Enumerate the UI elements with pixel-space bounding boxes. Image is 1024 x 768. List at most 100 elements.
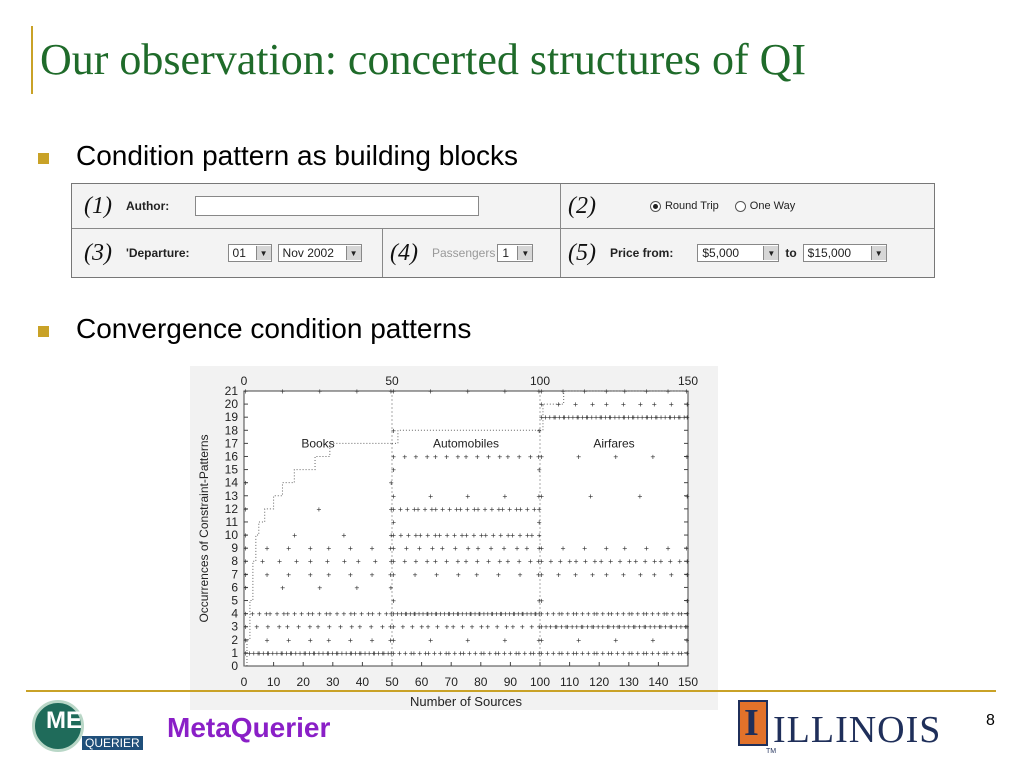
data-point: + xyxy=(565,623,570,632)
data-point: + xyxy=(508,649,513,658)
data-point: + xyxy=(633,557,638,566)
data-point: + xyxy=(685,610,690,619)
data-point: + xyxy=(539,452,544,461)
data-point: + xyxy=(243,649,248,658)
data-point: + xyxy=(547,413,552,422)
data-point: + xyxy=(447,610,452,619)
data-point: + xyxy=(571,413,576,422)
month-value: Nov 2002 xyxy=(282,246,334,260)
data-point: + xyxy=(458,649,463,658)
data-point: + xyxy=(465,636,470,645)
data-point: + xyxy=(575,413,580,422)
data-point: + xyxy=(682,413,687,422)
data-point: + xyxy=(530,531,535,540)
data-point: + xyxy=(543,413,548,422)
data-point: + xyxy=(380,623,385,632)
radio-one-way[interactable] xyxy=(734,200,746,212)
data-point: + xyxy=(452,531,457,540)
brand-name: MetaQuerier xyxy=(167,712,331,743)
y-tick-label: 2 xyxy=(231,633,238,647)
passengers-select[interactable]: 1 ▼ xyxy=(497,244,534,262)
x-tick-label: 70 xyxy=(445,675,459,689)
data-point: + xyxy=(386,649,391,658)
y-tick-label: 13 xyxy=(225,489,239,503)
data-point: + xyxy=(638,492,643,501)
data-point: + xyxy=(557,649,562,658)
data-point: + xyxy=(520,623,525,632)
y-tick-label: 18 xyxy=(225,423,239,437)
data-point: + xyxy=(412,505,417,514)
data-point: + xyxy=(493,649,498,658)
data-point: + xyxy=(391,570,396,579)
data-point: + xyxy=(270,649,275,658)
data-point: + xyxy=(455,557,460,566)
passengers-value: 1 xyxy=(502,246,510,260)
data-point: + xyxy=(414,531,419,540)
metaquerier-logo xyxy=(32,700,84,752)
data-point: + xyxy=(326,636,331,645)
data-point: + xyxy=(417,610,422,619)
data-point: + xyxy=(604,570,609,579)
data-point: + xyxy=(662,610,667,619)
data-point: + xyxy=(557,413,562,422)
pattern-author: (1) Author: xyxy=(84,184,480,228)
x-tick-label: 30 xyxy=(326,675,340,689)
data-point: + xyxy=(348,636,353,645)
data-point: + xyxy=(389,610,394,619)
data-point: + xyxy=(573,400,578,409)
data-point: + xyxy=(536,452,541,461)
data-point: + xyxy=(521,610,526,619)
data-point: + xyxy=(433,452,438,461)
radio-round-trip[interactable] xyxy=(649,200,661,212)
data-point: + xyxy=(685,570,690,579)
data-point: + xyxy=(499,610,504,619)
x-tick-label: 140 xyxy=(648,675,668,689)
data-point: + xyxy=(330,649,335,658)
bullet-marker xyxy=(38,326,49,337)
data-point: + xyxy=(666,544,671,553)
data-point: + xyxy=(243,610,248,619)
data-point: + xyxy=(560,610,565,619)
data-point: + xyxy=(435,623,440,632)
data-point: + xyxy=(510,531,515,540)
data-point: + xyxy=(528,649,533,658)
data-point: + xyxy=(308,544,313,553)
data-point: + xyxy=(326,649,331,658)
data-point: + xyxy=(433,505,438,514)
data-point: + xyxy=(366,610,371,619)
data-point: + xyxy=(433,531,438,540)
data-point: + xyxy=(455,452,460,461)
price-from-select[interactable]: $5,000 ▼ xyxy=(697,244,780,262)
data-point: + xyxy=(280,649,285,658)
data-point: + xyxy=(529,610,534,619)
data-point: + xyxy=(537,518,542,527)
data-point: + xyxy=(516,610,521,619)
data-point: + xyxy=(631,413,636,422)
data-point: + xyxy=(277,557,282,566)
data-point: + xyxy=(498,610,503,619)
data-point: + xyxy=(335,610,340,619)
data-point: + xyxy=(460,610,465,619)
month-select[interactable]: Nov 2002 ▼ xyxy=(277,244,362,262)
data-point: + xyxy=(631,623,636,632)
data-point: + xyxy=(539,413,544,422)
chevron-down-icon: ▼ xyxy=(517,246,533,260)
data-point: + xyxy=(604,544,609,553)
data-point: + xyxy=(586,610,591,619)
data-point: + xyxy=(574,557,579,566)
data-point: + xyxy=(451,623,456,632)
data-point: + xyxy=(391,452,396,461)
price-to-select[interactable]: $15,000 ▼ xyxy=(802,244,887,262)
data-point: + xyxy=(467,649,472,658)
data-point: + xyxy=(643,557,648,566)
data-point: + xyxy=(574,623,579,632)
day-select[interactable]: 01 ▼ xyxy=(227,244,272,262)
y-tick-label: 16 xyxy=(225,449,239,463)
data-point: + xyxy=(537,505,542,514)
data-point: + xyxy=(398,505,403,514)
data-point: + xyxy=(344,649,349,658)
data-point: + xyxy=(582,387,587,396)
author-input[interactable] xyxy=(195,196,480,216)
data-point: + xyxy=(376,649,381,658)
top-tick-label: 0 xyxy=(241,374,248,388)
